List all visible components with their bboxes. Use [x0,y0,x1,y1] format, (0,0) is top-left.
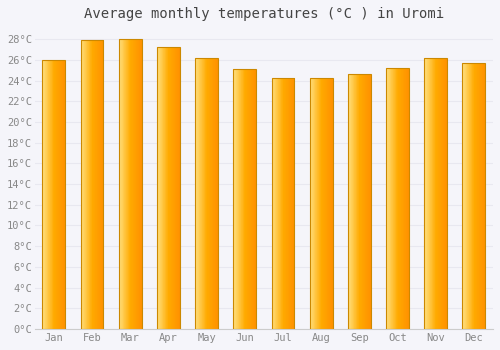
Bar [386,68,409,329]
Bar [462,63,485,329]
Bar [42,60,66,329]
Bar [157,47,180,329]
Title: Average monthly temperatures (°C ) in Uromi: Average monthly temperatures (°C ) in Ur… [84,7,444,21]
Bar [80,41,104,329]
Bar [119,40,142,329]
Bar [348,74,371,329]
Bar [195,58,218,329]
Bar [424,58,447,329]
Bar [234,69,256,329]
Bar [310,78,332,329]
Bar [272,78,294,329]
